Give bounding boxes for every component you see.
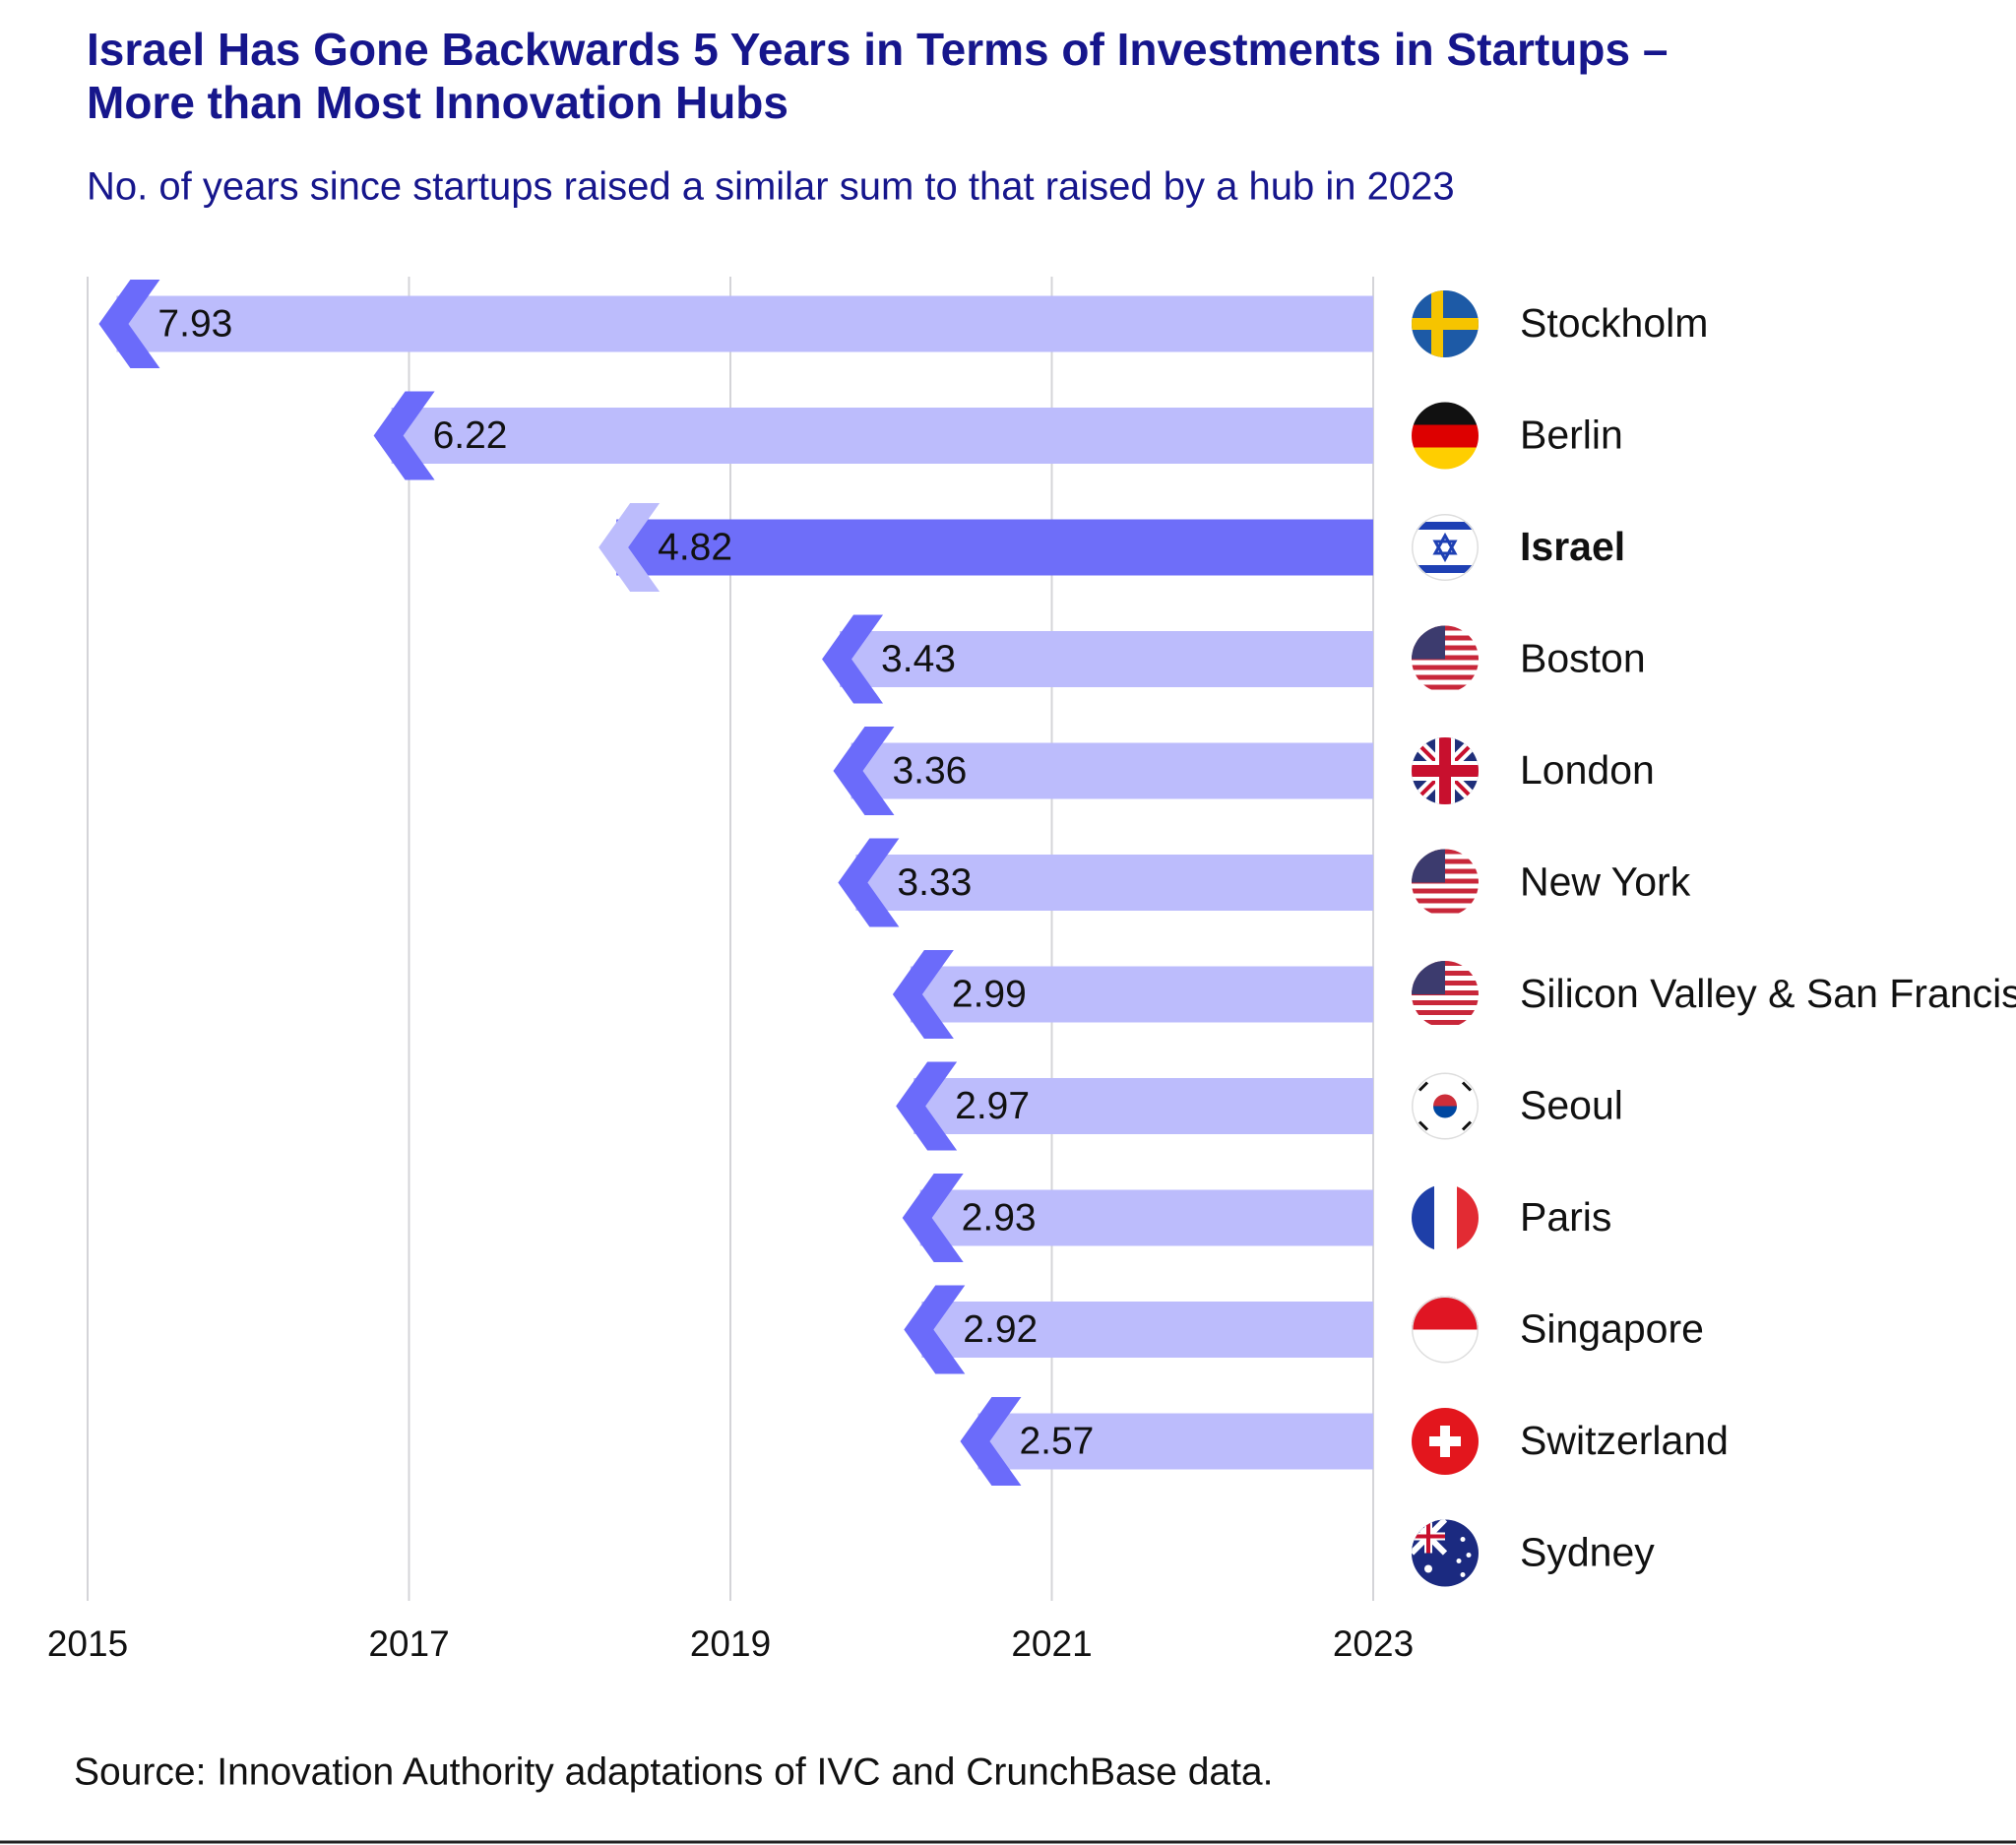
flags — [1412, 290, 1479, 1587]
value-label: 2.93 — [962, 1196, 1037, 1239]
arrow-head — [904, 1285, 966, 1374]
chart-title: Israel Has Gone Backwards 5 Years in Ter… — [87, 24, 1668, 75]
arrow-head — [896, 1061, 958, 1151]
value-label: 2.92 — [963, 1308, 1038, 1351]
bar — [850, 742, 1373, 799]
bar — [919, 1189, 1373, 1246]
arrow-head — [598, 503, 661, 592]
category-label: London — [1520, 747, 1655, 793]
category-label: Berlin — [1520, 412, 1623, 457]
value-label: 2.97 — [955, 1085, 1030, 1127]
value-label: 3.43 — [881, 638, 956, 680]
arrow-head — [838, 838, 900, 927]
bar — [921, 1302, 1373, 1358]
arrow-head — [833, 727, 895, 815]
bar — [977, 1413, 1373, 1470]
category-label: Stockholm — [1520, 300, 1708, 346]
flag — [1412, 1072, 1479, 1140]
chart-title: More than Most Innovation Hubs — [87, 77, 788, 128]
category-label: Sydney — [1520, 1529, 1655, 1574]
category-label: Singapore — [1520, 1305, 1704, 1351]
flag — [1412, 1519, 1479, 1587]
flag — [1412, 1408, 1479, 1475]
value-label: 6.22 — [433, 414, 508, 457]
bar — [914, 1078, 1373, 1134]
value-label: 2.57 — [1019, 1420, 1094, 1462]
value-label: 3.36 — [892, 749, 967, 792]
x-tick-label: 2021 — [1011, 1623, 1092, 1664]
bar — [855, 855, 1373, 911]
bar — [910, 966, 1373, 1023]
category-label: Seoul — [1520, 1082, 1623, 1127]
category-label: Boston — [1520, 635, 1646, 680]
arrow-head — [98, 280, 160, 368]
flag — [1412, 625, 1479, 693]
category-label: Paris — [1520, 1194, 1611, 1240]
arrow-head — [892, 950, 954, 1039]
value-label: 7.93 — [158, 302, 232, 345]
chart-subtitle: No. of years since startups raised a sim… — [87, 165, 1455, 209]
x-tick-label: 2015 — [47, 1623, 128, 1664]
flag — [1412, 1296, 1479, 1364]
flag — [1412, 290, 1479, 357]
arrow-head — [902, 1174, 964, 1262]
category-label: New York — [1520, 859, 1691, 904]
category-label: Silicon Valley & San Francisco — [1520, 971, 2016, 1016]
value-label: 4.82 — [658, 526, 732, 568]
bar — [840, 631, 1373, 687]
value-label: 2.99 — [952, 973, 1027, 1015]
source-note: Source: Innovation Authority adaptations… — [74, 1750, 1273, 1793]
bars: 7.93 6.22 4.82 3.43 3.36 3.33 2.99 2.97 2.93 2.92… — [98, 280, 1374, 1486]
bar — [116, 295, 1374, 352]
category-label: Switzerland — [1520, 1418, 1729, 1463]
flag — [1412, 1184, 1479, 1251]
flag — [1412, 514, 1479, 581]
bar — [616, 519, 1373, 576]
category-label: Israel — [1520, 524, 1625, 569]
x-tick-label: 2023 — [1333, 1623, 1414, 1664]
flag — [1412, 737, 1479, 804]
flag — [1412, 961, 1479, 1028]
grid — [87, 277, 1374, 1601]
arrow-head — [822, 614, 884, 704]
arrow-head — [960, 1397, 1022, 1486]
arrow-head — [373, 391, 435, 480]
flag — [1412, 849, 1479, 917]
flag — [1412, 402, 1479, 470]
x-tick-label: 2019 — [690, 1623, 771, 1664]
bar — [391, 408, 1374, 464]
x-tick-label: 2017 — [368, 1623, 449, 1664]
value-label: 3.33 — [897, 861, 972, 904]
